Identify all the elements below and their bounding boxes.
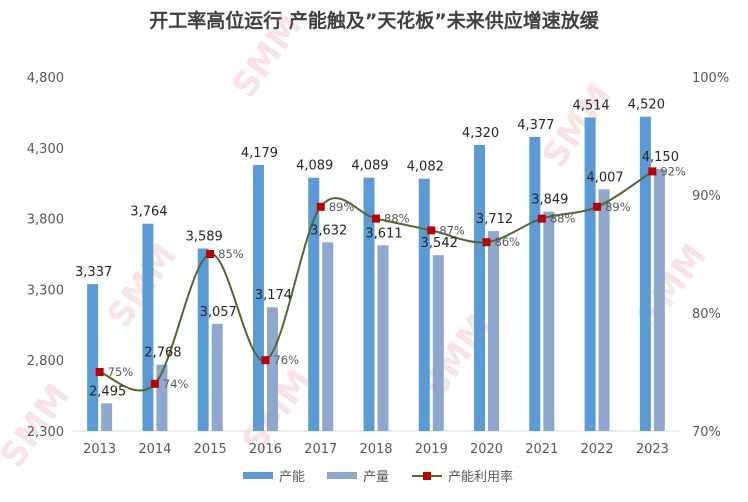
utilization-line <box>99 170 653 392</box>
bar-capacity <box>639 116 651 431</box>
label-utilization: 75% <box>108 365 134 379</box>
y-tick-label: 2,300 <box>27 425 64 440</box>
label-production: 3,611 <box>365 226 402 241</box>
label-capacity: 3,589 <box>186 229 223 244</box>
y-tick-label: 3,800 <box>27 213 64 228</box>
label-production: 4,007 <box>586 170 623 185</box>
utilization-marker <box>150 379 159 388</box>
legend-label-capacity: 产能 <box>279 470 305 485</box>
x-tick-label: 2021 <box>525 442 558 457</box>
x-tick-label: 2018 <box>359 442 392 457</box>
y-tick-label: 4,800 <box>27 71 64 86</box>
label-capacity: 4,089 <box>351 159 388 174</box>
bar-production <box>543 211 555 431</box>
x-tick-label: 2023 <box>636 442 669 457</box>
label-utilization: 88% <box>550 212 576 226</box>
utilization-marker <box>372 214 380 223</box>
bar-production <box>653 169 665 432</box>
y-tick-label: 2,800 <box>27 354 64 369</box>
bar-capacity <box>529 136 541 432</box>
label-capacity: 4,377 <box>517 118 554 133</box>
label-capacity: 4,320 <box>462 126 499 141</box>
bar-capacity <box>363 177 375 431</box>
legend-label-production: 产量 <box>363 470 389 485</box>
label-production: 3,542 <box>421 236 458 251</box>
bar-capacity <box>308 177 320 431</box>
bar-production <box>322 242 334 431</box>
watermark-1: SMM <box>225 7 311 105</box>
x-tick-label: 2019 <box>415 442 448 457</box>
label-capacity: 4,520 <box>628 98 665 113</box>
x-tick-label: 2016 <box>249 442 282 457</box>
utilization-marker <box>206 250 215 258</box>
utilization-marker <box>537 214 546 223</box>
label-production: 3,057 <box>200 305 237 320</box>
label-utilization: 76% <box>273 353 299 367</box>
label-utilization: 89% <box>605 200 631 214</box>
label-utilization: 85% <box>218 247 244 261</box>
bar-production <box>377 245 389 431</box>
label-utilization: 86% <box>495 235 521 249</box>
label-production: 2,768 <box>144 346 181 361</box>
bar-production <box>266 307 278 431</box>
bar-capacity <box>252 164 264 431</box>
utilization-marker <box>427 226 436 235</box>
y-tick-label: 3,300 <box>27 283 64 298</box>
label-production: 3,849 <box>531 193 568 208</box>
label-production: 2,495 <box>89 384 126 399</box>
label-capacity: 3,764 <box>130 205 167 220</box>
y-tick-label: 4,300 <box>27 142 64 157</box>
bar-capacity <box>584 117 596 432</box>
bar-capacity <box>418 178 430 431</box>
label-production: 3,174 <box>255 288 292 303</box>
utilization-marker <box>316 202 325 211</box>
x-tick-label: 2014 <box>138 442 171 457</box>
y2-tick-label: 80% <box>692 307 721 322</box>
bar-production <box>432 255 444 431</box>
label-utilization: 74% <box>163 377 189 391</box>
legend-swatch-capacity <box>243 472 273 479</box>
utilization-marker <box>261 356 270 365</box>
label-production: 3,712 <box>476 212 513 227</box>
bar-capacity <box>87 284 99 431</box>
y2-tick-label: 90% <box>692 189 721 204</box>
bar-production <box>101 403 113 431</box>
x-tick-label: 2017 <box>304 442 337 457</box>
legend-marker-utilization <box>423 472 431 480</box>
x-tick-label: 2022 <box>581 442 614 457</box>
label-capacity: 4,179 <box>241 146 278 161</box>
label-capacity: 4,514 <box>572 98 609 113</box>
label-capacity: 4,082 <box>407 160 444 175</box>
bar-production <box>156 364 168 431</box>
utilization-marker <box>95 368 104 376</box>
bar-capacity <box>474 144 486 431</box>
legend-label-utilization: 产能利用率 <box>448 469 513 485</box>
label-utilization: 89% <box>329 200 355 214</box>
x-tick-label: 2015 <box>194 442 227 457</box>
utilization-marker <box>648 167 657 176</box>
label-capacity: 4,089 <box>296 159 333 174</box>
y2-tick-label: 100% <box>692 71 729 86</box>
bar-production <box>598 189 610 431</box>
utilization-marker <box>482 238 491 247</box>
legend-swatch-production <box>327 472 357 479</box>
label-utilization: 87% <box>439 223 465 237</box>
bar-capacity <box>142 223 154 431</box>
chart-title: 开工率高位运行 产能触及”天花板”未来供应增速放缓 <box>149 10 599 32</box>
x-tick-label: 2020 <box>470 442 503 457</box>
y2-tick-label: 70% <box>692 425 721 440</box>
bar-production <box>488 231 500 431</box>
label-capacity: 3,337 <box>75 265 112 280</box>
utilization-marker <box>593 202 602 211</box>
label-utilization: 92% <box>660 164 686 178</box>
label-production: 4,150 <box>642 150 679 165</box>
bar-capacity <box>197 248 209 431</box>
x-tick-label: 2013 <box>83 442 116 457</box>
label-production: 3,632 <box>310 223 347 238</box>
label-utilization: 88% <box>384 212 410 226</box>
bar-production <box>211 323 223 431</box>
